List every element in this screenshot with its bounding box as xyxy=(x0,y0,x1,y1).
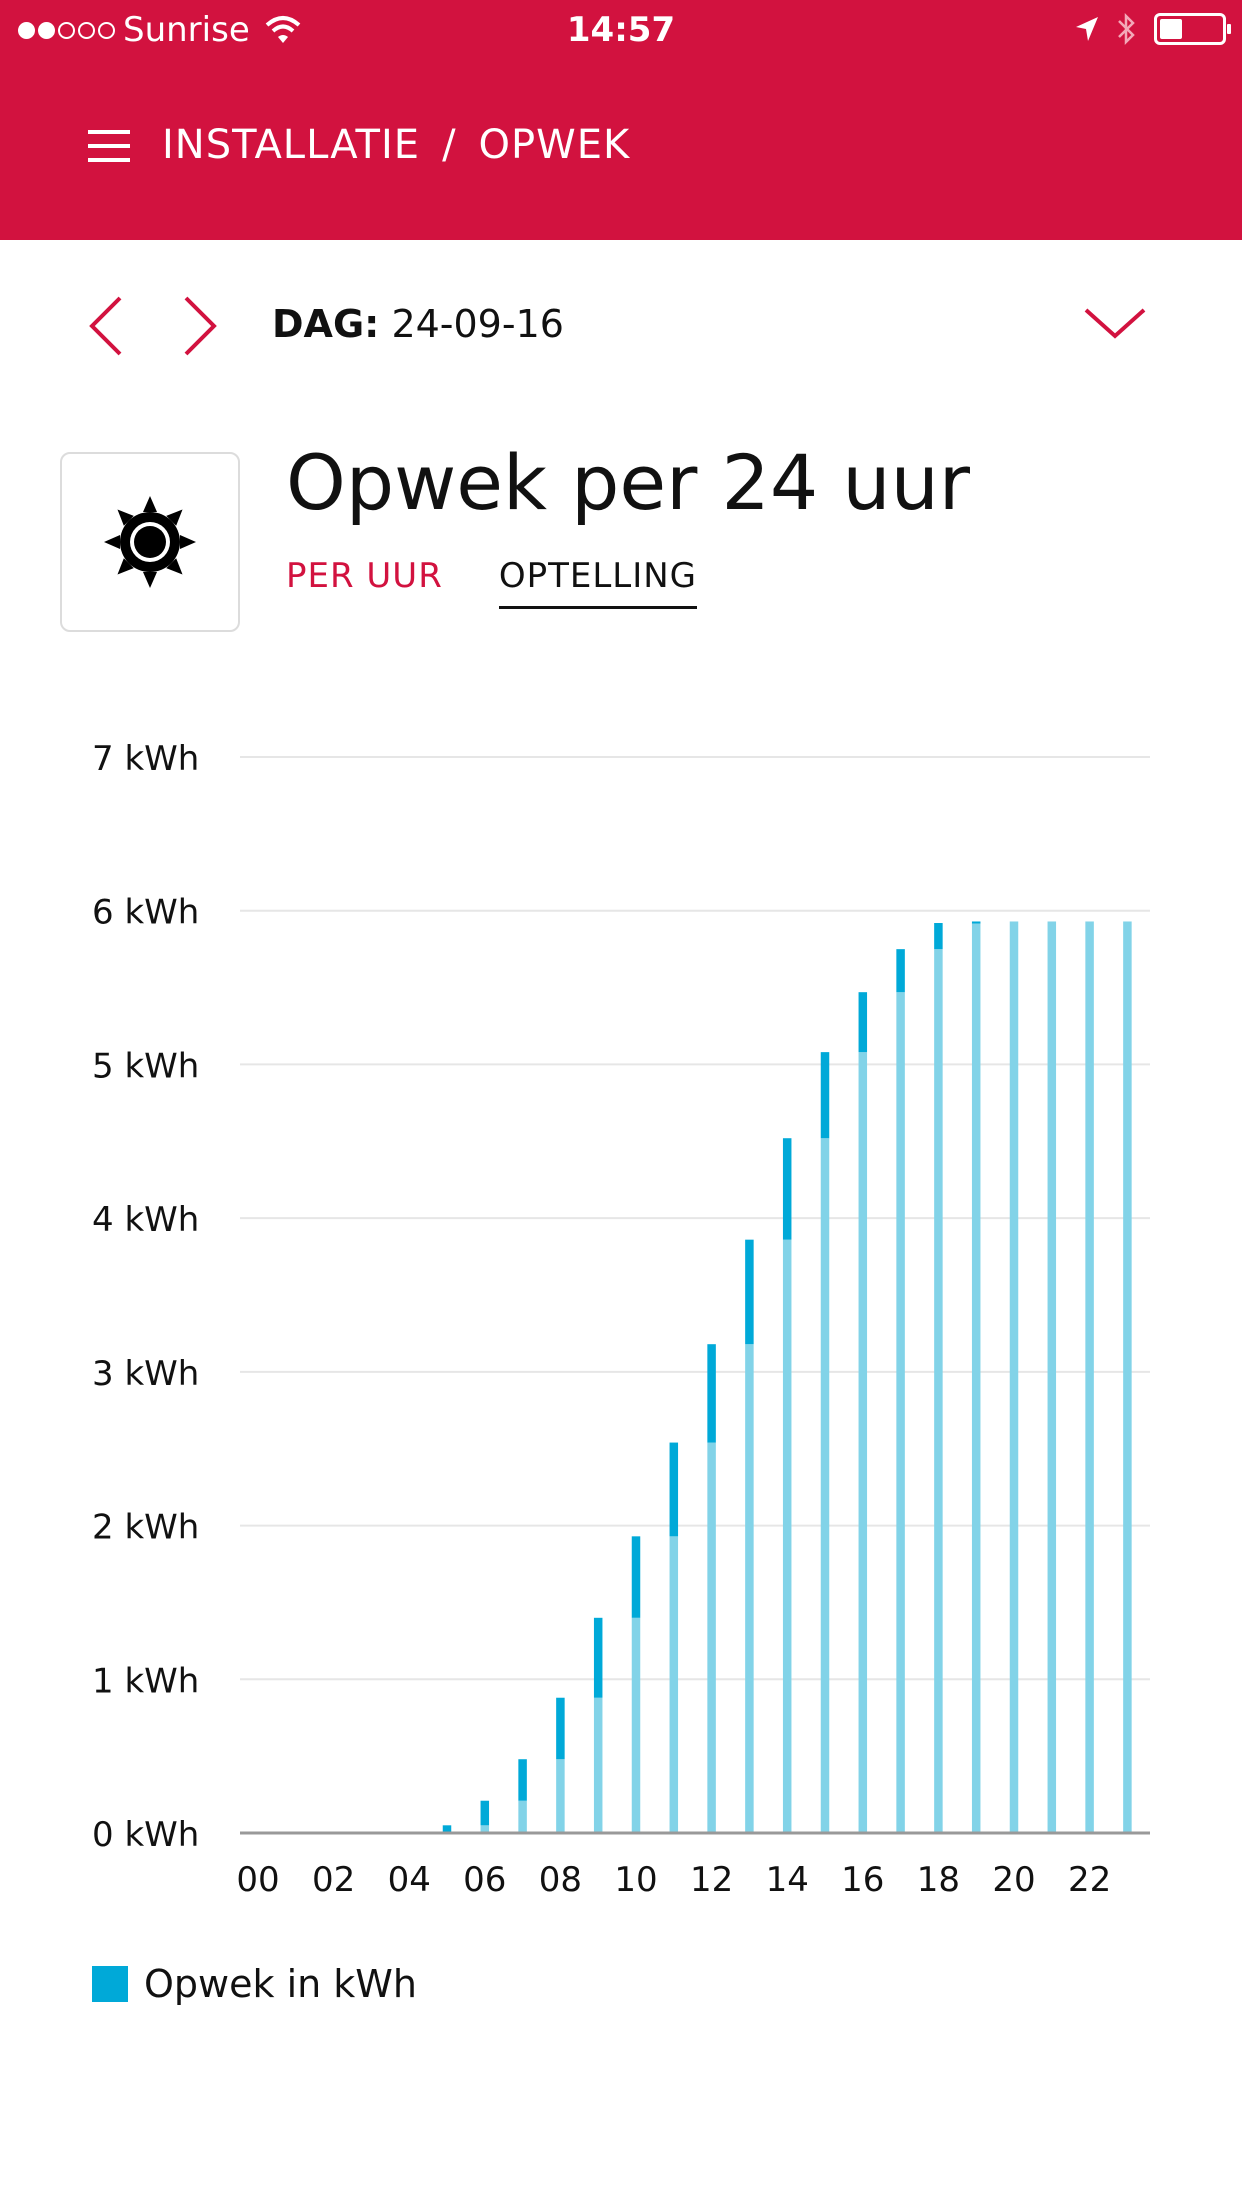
bar-increment xyxy=(593,1617,603,1698)
bluetooth-icon xyxy=(1118,12,1135,46)
bar-cumulative xyxy=(593,1697,603,1833)
next-day-button[interactable] xyxy=(170,290,230,360)
toolbar: INSTALLATIE / OPWEK xyxy=(0,110,1242,190)
bar-increment xyxy=(556,1697,565,1760)
energy-chart: 0 kWh 1 kWh 2 kWh 3 kWh 4 kWh 5 kWh 6 kWh 7 kWh… xyxy=(92,739,1150,1900)
bar-cumulative xyxy=(707,1442,716,1833)
bar-cumulative xyxy=(745,1344,754,1833)
bar-cumulative xyxy=(1047,921,1057,1833)
carrier-indicator: Sunrise xyxy=(18,10,302,50)
y-tick-label: 2 kWh xyxy=(92,1508,199,1548)
breadcrumb-opwek: OPWEK xyxy=(478,122,631,168)
chevron-down-icon xyxy=(1084,308,1146,339)
x-tick-label: 08 xyxy=(539,1860,582,1900)
bar-increment xyxy=(820,1052,830,1139)
bar-increment xyxy=(707,1344,716,1443)
bar-cumulative xyxy=(896,992,905,1833)
bar-increment xyxy=(631,1536,641,1618)
bar-cumulative xyxy=(1123,921,1132,1833)
bar-cumulative xyxy=(858,1052,868,1833)
bar-cumulative xyxy=(1085,921,1094,1833)
x-tick-label: 16 xyxy=(841,1860,884,1900)
y-tick-label: 3 kWh xyxy=(92,1354,199,1394)
chevron-left-icon xyxy=(89,296,122,356)
bar-cumulative xyxy=(971,923,981,1833)
bar-increment xyxy=(934,923,943,950)
solar-icon-tile xyxy=(60,452,240,632)
app-header: Sunrise 14:57 INSTALLATIE / OPWEK xyxy=(0,0,1242,240)
bar-cumulative xyxy=(820,1138,830,1833)
signal-strength-icon xyxy=(18,21,115,39)
bar-increment xyxy=(896,949,905,993)
x-tick-label: 22 xyxy=(1068,1860,1111,1900)
y-tick-label: 4 kWh xyxy=(92,1200,199,1240)
bar-cumulative xyxy=(631,1617,641,1833)
bar-cumulative xyxy=(934,949,943,1833)
x-tick-label: 00 xyxy=(236,1860,279,1900)
bar-increment xyxy=(669,1442,679,1537)
bar-increment xyxy=(480,1800,490,1826)
bar-cumulative xyxy=(782,1239,792,1833)
date-navigation: DAG: 24-09-16 xyxy=(0,280,1242,370)
page-title: Opwek per 24 uur xyxy=(286,438,970,527)
bar-cumulative xyxy=(1009,921,1019,1833)
x-tick-label: 04 xyxy=(388,1860,431,1900)
x-tick-label: 18 xyxy=(917,1860,960,1900)
view-tabs: PER UUR OPTELLING xyxy=(286,556,698,609)
x-tick-label: 20 xyxy=(992,1860,1035,1900)
x-tick-label: 06 xyxy=(463,1860,506,1900)
location-arrow-icon xyxy=(1076,17,1098,41)
x-tick-label: 12 xyxy=(690,1860,733,1900)
previous-day-button[interactable] xyxy=(80,290,140,360)
bar-cumulative xyxy=(480,1825,490,1833)
date-label: DAG: 24-09-16 xyxy=(272,302,564,346)
status-time: 14:57 xyxy=(566,10,676,50)
breadcrumb-separator: / xyxy=(442,122,457,168)
y-tick-label: 5 kWh xyxy=(92,1046,199,1086)
bar-increment xyxy=(745,1239,754,1345)
legend-label: Opwek in kWh xyxy=(144,1962,417,2006)
status-right xyxy=(1074,12,1231,46)
battery-icon xyxy=(1154,13,1231,45)
date-value: 24-09-16 xyxy=(391,302,564,346)
bar-increment xyxy=(858,992,868,1053)
breadcrumb: INSTALLATIE / OPWEK xyxy=(162,122,630,168)
chevron-right-icon xyxy=(184,296,217,356)
y-tick-label: 0 kWh xyxy=(92,1815,199,1855)
tab-optelling[interactable]: OPTELLING xyxy=(498,556,698,609)
bar-increment xyxy=(782,1138,792,1240)
x-tick-label: 14 xyxy=(766,1860,809,1900)
date-prefix: DAG: xyxy=(272,302,380,346)
y-tick-label: 1 kWh xyxy=(92,1661,199,1701)
carrier-name: Sunrise xyxy=(123,10,250,50)
y-tick-label: 7 kWh xyxy=(92,739,199,779)
date-dropdown-button[interactable] xyxy=(1080,298,1150,348)
x-tick-label: 02 xyxy=(312,1860,355,1900)
chart-legend: Opwek in kWh xyxy=(92,1962,417,2006)
bar-cumulative xyxy=(556,1759,565,1833)
bar-increment xyxy=(971,921,981,924)
sun-icon xyxy=(104,496,196,588)
status-bar: Sunrise 14:57 xyxy=(0,0,1242,64)
bar-increment xyxy=(518,1759,527,1801)
hamburger-menu-icon[interactable] xyxy=(88,128,132,164)
y-tick-label: 6 kWh xyxy=(92,893,199,933)
bar-cumulative xyxy=(518,1800,527,1833)
breadcrumb-installatie[interactable]: INSTALLATIE xyxy=(162,122,421,168)
bar-increment xyxy=(442,1825,452,1833)
x-tick-label: 10 xyxy=(614,1860,657,1900)
bar-cumulative xyxy=(669,1536,679,1833)
legend-swatch xyxy=(92,1966,128,2002)
tab-per-uur[interactable]: PER UUR xyxy=(286,556,443,596)
wifi-icon xyxy=(265,16,301,43)
